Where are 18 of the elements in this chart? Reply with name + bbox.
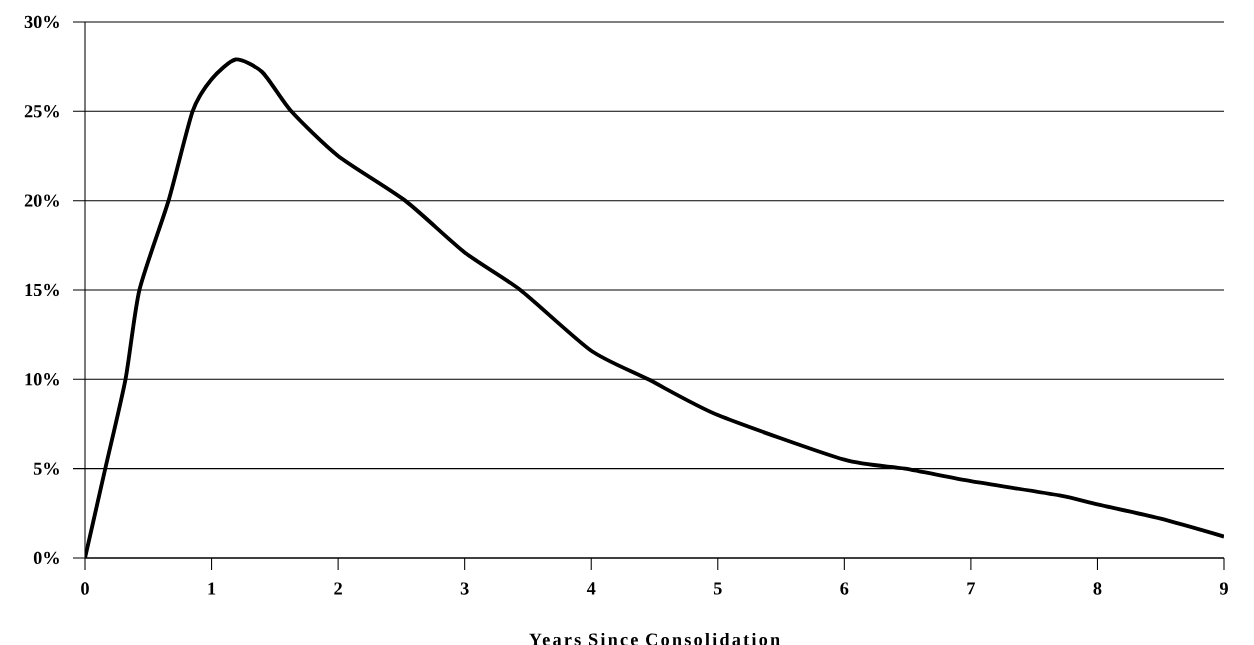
x-tick-label: 2	[334, 582, 342, 595]
x-axis-title: Years Since Consolidation	[529, 632, 780, 645]
x-tick-label: 0	[81, 582, 89, 595]
x-tick-label: 1	[208, 582, 216, 595]
x-tick-label: 4	[586, 582, 596, 595]
x-tick-label: 7	[967, 582, 976, 595]
x-tick-label: 3	[460, 582, 469, 595]
x-tick-label: 8	[1093, 582, 1102, 595]
x-tick-label: 6	[840, 582, 849, 595]
y-tick-label: 30%	[24, 15, 59, 29]
y-tick-label: 10%	[25, 373, 59, 386]
y-tick-label: 15%	[25, 283, 59, 297]
y-tick-label: 5%	[33, 462, 59, 475]
x-tick-label: 5	[713, 582, 722, 595]
y-tick-label: 0%	[33, 551, 59, 565]
y-tick-label: 20%	[24, 194, 59, 207]
y-tick-label: 25%	[24, 105, 59, 118]
x-tick-label: 9	[1219, 582, 1228, 595]
